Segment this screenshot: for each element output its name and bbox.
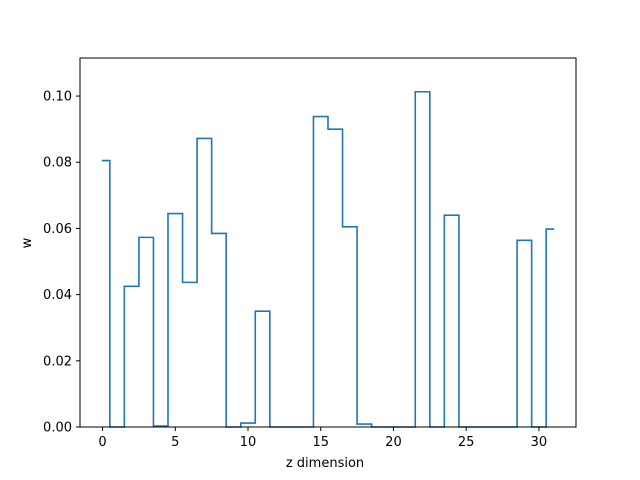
y-tick-label: 0.08 — [43, 156, 72, 171]
x-tick-label: 25 — [458, 435, 475, 450]
x-tick-label: 30 — [531, 435, 548, 450]
axes-layer: 0 5 10 15 20 25 30 0.00 0.02 0.04 0.06 0.08 0.10 — [43, 57, 577, 450]
x-tick-label: 5 — [171, 435, 179, 450]
plot-frame — [79, 57, 577, 428]
series-line-0 — [101, 90, 555, 428]
x-tick-label: 0 — [98, 435, 106, 450]
series-layer — [101, 90, 555, 428]
y-tick-label: 0.02 — [43, 354, 72, 369]
y-tick-label: 0.00 — [43, 421, 72, 436]
y-tick-label: 0.04 — [43, 288, 72, 303]
x-tick-label: 10 — [240, 435, 257, 450]
x-tick-label: 15 — [312, 435, 329, 450]
x-axis-label: z dimension — [286, 456, 364, 471]
y-axis-label: w — [20, 237, 35, 248]
y-tick-label: 0.06 — [43, 222, 72, 237]
x-tick-label: 20 — [385, 435, 402, 450]
y-tick-label: 0.10 — [43, 90, 72, 105]
